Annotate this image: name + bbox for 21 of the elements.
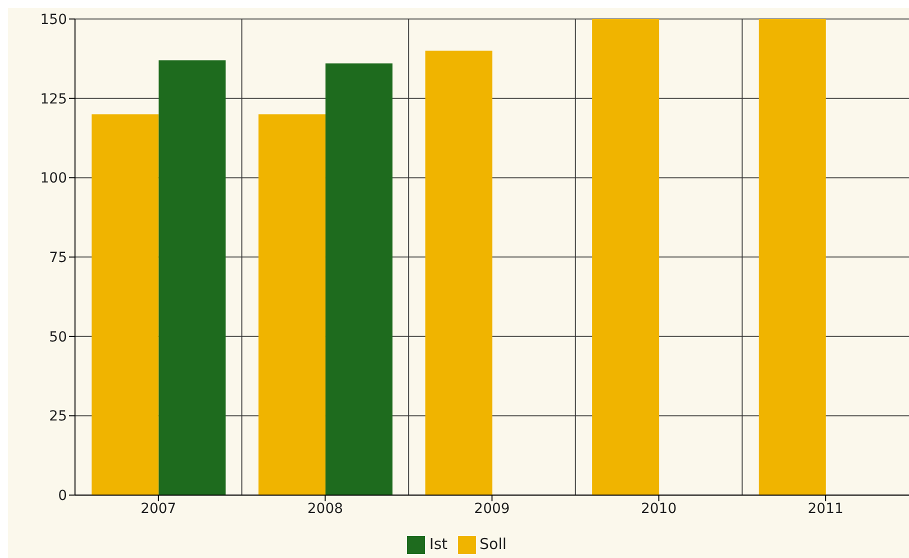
bar xyxy=(158,60,226,496)
x-tick-label: 2007 xyxy=(140,501,176,518)
bar xyxy=(258,114,326,496)
y-tick-label: 150 xyxy=(40,12,67,28)
x-tick-label: 2010 xyxy=(640,501,677,518)
y-tick-label: 0 xyxy=(58,488,67,504)
x-tick-label: 2008 xyxy=(307,501,344,518)
y-tick-label: 25 xyxy=(49,408,67,425)
bar xyxy=(92,114,159,496)
bar xyxy=(425,50,492,496)
bar xyxy=(325,63,392,496)
y-tick-label: 75 xyxy=(49,250,67,266)
bar xyxy=(592,19,660,496)
y-tick-label: 50 xyxy=(49,329,67,346)
y-tick-label: 125 xyxy=(40,91,67,108)
bar xyxy=(758,19,826,496)
legend-label: Soll xyxy=(480,535,507,554)
legend-label: Ist xyxy=(429,535,448,554)
y-tick-label: 100 xyxy=(40,170,67,187)
x-tick-label: 2011 xyxy=(808,501,844,518)
x-tick-label: 2009 xyxy=(474,501,510,518)
